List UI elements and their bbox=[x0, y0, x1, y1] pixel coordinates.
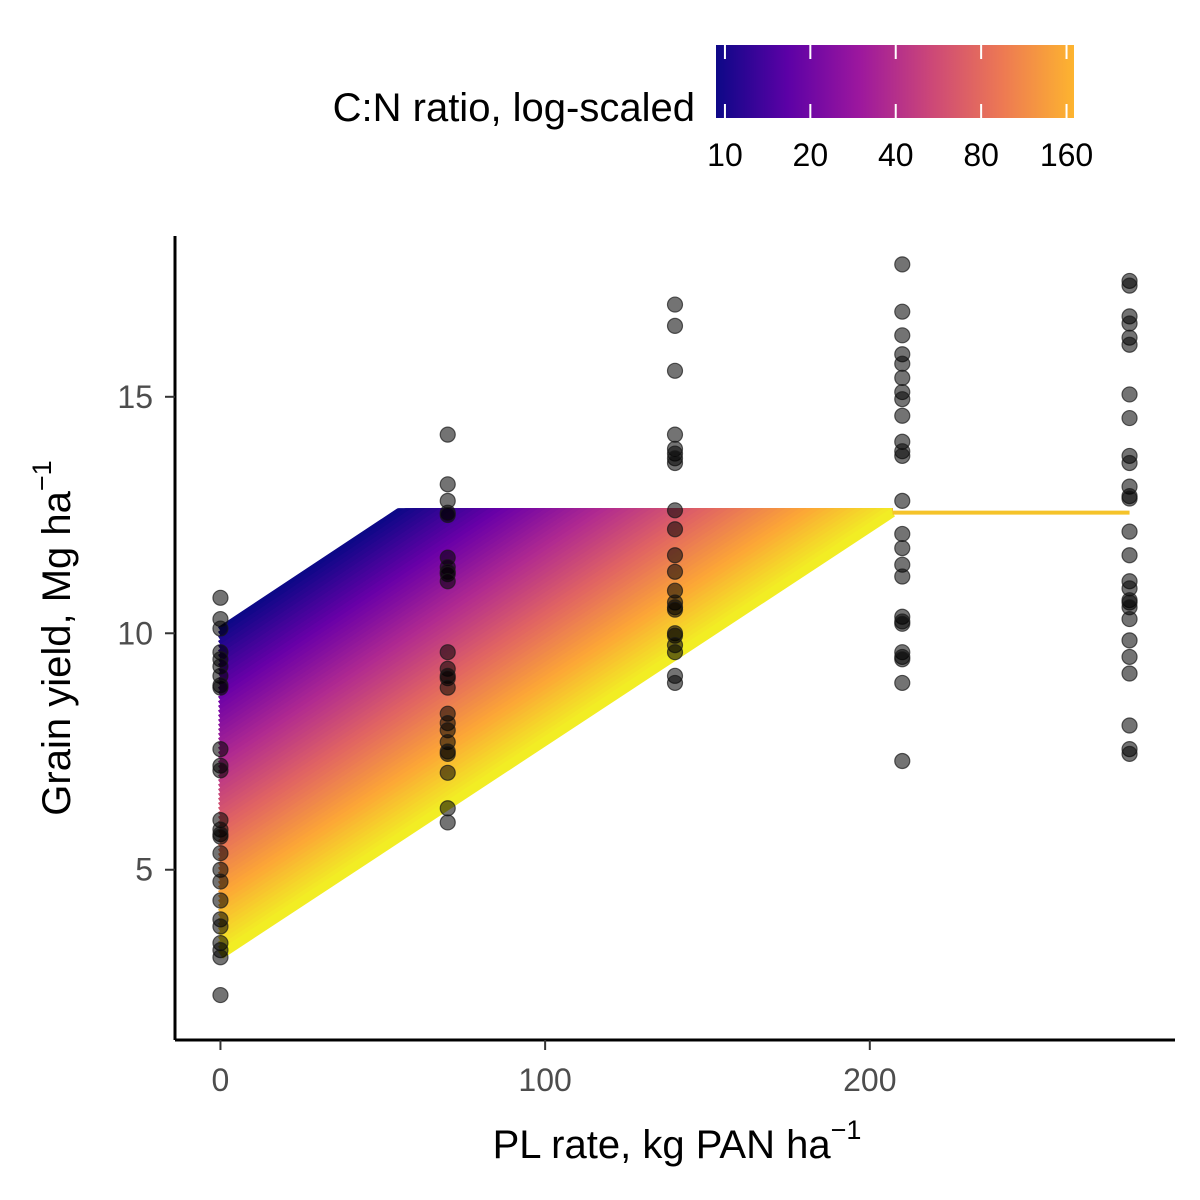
data-point bbox=[439, 426, 456, 443]
data-point bbox=[1121, 632, 1138, 649]
data-point bbox=[212, 918, 229, 935]
data-point bbox=[439, 506, 456, 524]
data-point bbox=[1121, 610, 1138, 628]
data-point bbox=[894, 407, 911, 424]
data-point bbox=[1121, 277, 1138, 294]
legend-tick-label: 10 bbox=[707, 137, 743, 173]
data-point bbox=[666, 601, 684, 618]
y-ticks: 5 10 15 bbox=[117, 379, 175, 888]
data-point bbox=[212, 741, 229, 758]
y-tick-label: 5 bbox=[135, 852, 153, 888]
data-point bbox=[439, 764, 456, 781]
data-point bbox=[439, 745, 456, 762]
data-point bbox=[894, 256, 911, 273]
data-point bbox=[212, 892, 229, 909]
data-point bbox=[894, 568, 911, 585]
data-point bbox=[666, 362, 684, 379]
legend-tick-label: 40 bbox=[878, 137, 914, 173]
data-point bbox=[1121, 665, 1138, 682]
data-point bbox=[439, 476, 456, 493]
data-point bbox=[894, 651, 911, 668]
data-point bbox=[212, 873, 229, 890]
data-point bbox=[1121, 745, 1138, 762]
data-point bbox=[666, 426, 684, 443]
data-point bbox=[212, 828, 229, 845]
legend-tick-label: 160 bbox=[1040, 137, 1093, 173]
data-point bbox=[1121, 547, 1138, 564]
legend-ticks: 10 20 40 80 160 bbox=[707, 45, 1093, 173]
data-point bbox=[894, 303, 911, 320]
y-axis-title: Grain yield, Mg ha−1 bbox=[27, 460, 79, 815]
data-point bbox=[212, 986, 229, 1004]
legend-title: C:N ratio, log-scaled bbox=[333, 86, 695, 130]
data-point bbox=[894, 391, 911, 408]
data-point bbox=[666, 563, 684, 580]
data-point bbox=[439, 814, 456, 831]
data-point bbox=[666, 521, 684, 538]
legend-tick-label: 20 bbox=[793, 137, 829, 173]
data-point bbox=[212, 620, 229, 637]
data-point bbox=[1121, 386, 1138, 403]
data-point bbox=[1121, 454, 1138, 472]
data-point bbox=[894, 615, 911, 632]
data-point bbox=[666, 454, 684, 472]
data-point bbox=[212, 949, 229, 966]
x-tick-label: 100 bbox=[518, 1062, 571, 1098]
data-point bbox=[1121, 648, 1138, 666]
data-points bbox=[212, 256, 1138, 1004]
x-ticks: 0 100 200 bbox=[212, 1040, 897, 1098]
data-point bbox=[894, 327, 911, 344]
data-point bbox=[894, 447, 911, 465]
data-point bbox=[1121, 523, 1138, 540]
model-band bbox=[217, 508, 1130, 959]
data-point bbox=[212, 845, 229, 862]
y-tick-label: 10 bbox=[117, 615, 153, 651]
model-curve bbox=[217, 508, 896, 959]
data-point bbox=[439, 573, 456, 590]
data-point bbox=[439, 644, 456, 661]
data-point bbox=[212, 762, 229, 779]
y-axis-title-main: Grain yield, Mg ha bbox=[35, 490, 79, 815]
x-tick-label: 0 bbox=[212, 1062, 230, 1098]
axes: 0 100 200 5 10 15 bbox=[117, 236, 1175, 1098]
data-point bbox=[666, 502, 684, 519]
x-axis-title-sup: −1 bbox=[831, 1115, 862, 1145]
data-point bbox=[666, 644, 684, 661]
data-point bbox=[212, 589, 229, 606]
data-point bbox=[666, 296, 684, 313]
data-point bbox=[212, 679, 229, 696]
data-point bbox=[666, 547, 684, 564]
data-point bbox=[894, 525, 911, 543]
data-point bbox=[894, 355, 911, 372]
x-tick-label: 200 bbox=[843, 1062, 896, 1098]
data-point bbox=[1121, 336, 1138, 353]
legend: C:N ratio, log-scaled 10 20 40 80 160 bbox=[333, 45, 1093, 173]
data-point bbox=[894, 369, 911, 386]
data-point bbox=[1121, 409, 1138, 427]
legend-tick-label: 80 bbox=[963, 137, 999, 173]
x-axis-title-main: PL rate, kg PAN ha bbox=[493, 1123, 832, 1167]
x-axis-title: PL rate, kg PAN ha−1 bbox=[493, 1115, 862, 1167]
data-point bbox=[666, 674, 684, 692]
data-point bbox=[439, 679, 456, 696]
data-point bbox=[439, 800, 456, 817]
data-point bbox=[1121, 315, 1138, 332]
data-point bbox=[666, 317, 684, 334]
data-point bbox=[894, 492, 911, 509]
data-point bbox=[1121, 717, 1138, 734]
data-point bbox=[894, 752, 911, 770]
data-point bbox=[1121, 490, 1138, 507]
data-point bbox=[894, 674, 911, 692]
y-tick-label: 15 bbox=[117, 379, 153, 415]
data-point bbox=[894, 540, 911, 557]
y-axis-title-sup: −1 bbox=[27, 460, 57, 491]
